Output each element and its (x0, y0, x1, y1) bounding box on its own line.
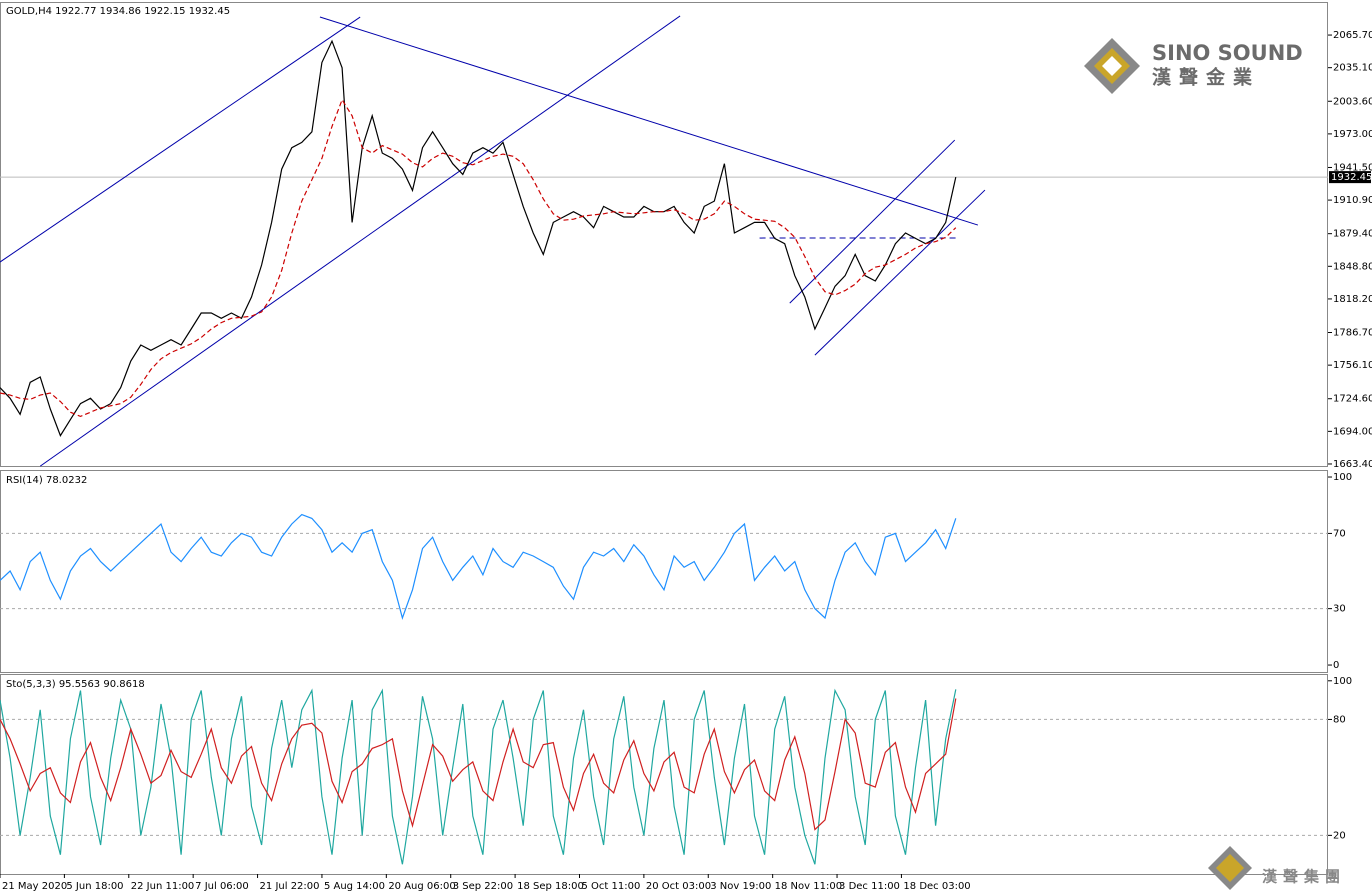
logo-title: SINO SOUND (1152, 41, 1303, 65)
x-tick-label: 22 Jun 11:00 (131, 881, 195, 892)
x-tick-label: 21 Jul 22:00 (260, 881, 320, 892)
y-tick-label: 1663.40 (1333, 459, 1372, 470)
x-tick-label: 3 Dec 11:00 (839, 881, 900, 892)
y-tick-label: 1786.70 (1333, 328, 1372, 339)
sto-panel (0, 674, 1328, 875)
y-tick-label: 1941.50 (1333, 162, 1372, 173)
x-tick-label: 7 Jul 06:00 (195, 881, 249, 892)
y-tick-label: 2003.60 (1333, 96, 1372, 107)
y-tick-label: 2065.70 (1333, 30, 1372, 41)
logo-footer: 漢聲集團 (1262, 868, 1346, 886)
y-tick-label: 1848.80 (1333, 261, 1372, 272)
x-tick-label: 5 Jun 18:00 (66, 881, 123, 892)
trend-line (814, 189, 986, 356)
y-tick-label: 100 (1333, 472, 1352, 483)
panel-title: RSI(14) 78.0232 (6, 475, 87, 486)
x-tick-label: 18 Sep 18:00 (517, 881, 584, 892)
logo-diamond-core (1102, 56, 1122, 76)
last-price-box (1329, 171, 1371, 184)
y-tick-label: 0 (1333, 660, 1339, 671)
y-tick-label: 1694.00 (1333, 426, 1372, 437)
x-tick-label: 5 Oct 11:00 (581, 881, 640, 892)
rsi-panel (0, 470, 1328, 673)
x-tick-label: 3 Sep 22:00 (453, 881, 513, 892)
y-tick-label: 30 (1333, 604, 1346, 615)
trend-line (789, 139, 956, 304)
series-line (0, 513, 957, 621)
y-tick-label: 1724.60 (1333, 394, 1372, 405)
trend-line (0, 16, 361, 263)
x-tick-label: 20 Aug 06:00 (388, 881, 455, 892)
x-tick-label: 3 Nov 19:00 (710, 881, 771, 892)
y-tick-label: 1973.00 (1333, 129, 1372, 140)
x-tick-label: 21 May 2020 (2, 881, 67, 892)
price-panel (0, 2, 1328, 467)
series-line (0, 688, 957, 865)
series-line (0, 39, 957, 437)
trend-line (319, 16, 979, 226)
series-line (0, 98, 957, 418)
y-tick-label: 1818.20 (1333, 294, 1372, 305)
trend-line (39, 15, 681, 467)
y-tick-label: 2035.10 (1333, 63, 1372, 74)
y-tick-label: 1879.40 (1333, 229, 1372, 240)
footer-diamond-inner (1216, 854, 1244, 882)
panel-title: GOLD,H4 1922.77 1934.86 1922.15 1932.45 (6, 6, 230, 17)
panel-title: Sto(5,3,3) 95.5563 90.8618 (6, 679, 145, 690)
logo-subtitle: 漢聲金業 (1152, 66, 1260, 89)
last-price-label: 1932.45 (1331, 172, 1372, 183)
y-tick-label: 1910.90 (1333, 195, 1372, 206)
x-tick-label: 18 Dec 03:00 (903, 881, 970, 892)
x-tick-label: 18 Nov 11:00 (775, 881, 842, 892)
series-line (0, 698, 957, 831)
y-tick-label: 20 (1333, 830, 1346, 841)
x-tick-label: 20 Oct 03:00 (646, 881, 711, 892)
logo: SINO SOUND 漢聲金業 漢聲集團 (1084, 38, 1346, 890)
y-tick-label: 1756.10 (1333, 360, 1372, 371)
y-tick-label: 100 (1333, 676, 1352, 687)
x-tick-label: 5 Aug 14:00 (324, 881, 385, 892)
y-tick-label: 70 (1333, 528, 1346, 539)
y-tick-label: 80 (1333, 714, 1346, 725)
